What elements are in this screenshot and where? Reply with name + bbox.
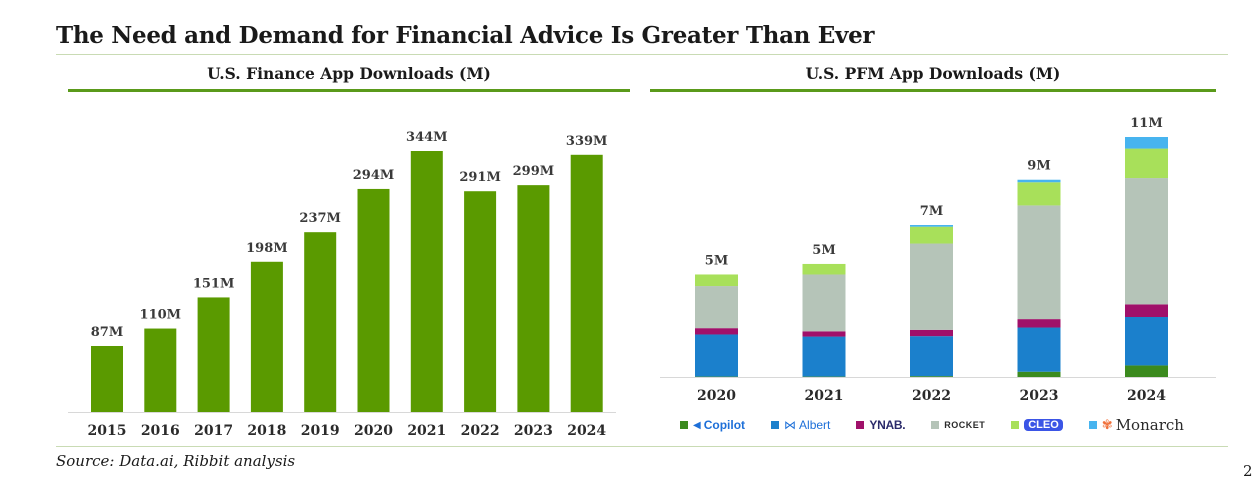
bar-2023 [517,185,550,412]
segment-ynab-2020 [695,328,738,335]
x-tick-2023: 2023 [1020,388,1059,404]
page-title: The Need and Demand for Financial Advice… [56,22,875,49]
total-label-2020: 5M [705,253,728,268]
x-tick-2021: 2021 [407,423,446,439]
data-label-2022: 291M [459,170,501,185]
bar-2017 [197,297,230,412]
x-tick-2016: 2016 [141,423,180,439]
total-label-2023: 9M [1027,159,1050,174]
bar-2015 [91,345,123,412]
albert-bowtie-icon: ⋈ [784,418,797,432]
segment-monarch-2023 [1017,179,1061,183]
segment-copilot-2022 [910,376,953,377]
footer-divider [56,446,1228,447]
legend-label-ynab: YNAB. [869,418,906,432]
segment-ynab-2023 [1017,319,1061,328]
legend-item-copilot: ◀ Copilot [680,418,745,432]
segment-rocket-money-2020 [695,286,738,329]
x-tick-2019: 2019 [301,423,340,439]
x-tick-2024: 2024 [567,423,606,439]
segment-albert-2024 [1125,317,1168,366]
legend-label-rocket: ROCKET [944,420,986,430]
segment-ynab-2021 [802,331,846,337]
x-tick-2018: 2018 [247,423,286,439]
left-title-underline [68,89,630,92]
legend-label-copilot: Copilot [703,418,746,432]
copilot-arrow-icon: ◀ [693,419,701,431]
bar-2016 [144,328,177,412]
data-label-2023: 299M [513,164,555,179]
x-tick-2022: 2022 [912,388,951,404]
bar-2024 [570,154,603,412]
data-label-2024: 339M [566,134,608,149]
segment-ynab-2022 [910,329,953,337]
total-label-2024: 11M [1130,116,1162,131]
x-tick-2020: 2020 [354,423,393,439]
x-tick-2021: 2021 [805,388,844,404]
segment-cleo-2023 [1017,182,1061,206]
legend-item-ynab: YNAB. [856,418,906,432]
data-label-2016: 110M [140,308,182,323]
segment-cleo-2024 [1125,148,1168,179]
legend-swatch-monarch [1088,421,1097,429]
pfm-downloads-chart: 5M 2020 5M 2021 7M 2022 9M 2023 11M 2024 [660,116,1216,404]
segment-rocket-money-2023 [1017,205,1061,320]
segment-ynab-2024 [1125,304,1168,317]
legend-item-monarch: ✾ Monarch [1088,416,1184,434]
legend-swatch-ynab [856,421,865,429]
segment-cleo-2021 [802,263,846,275]
legend-item-albert: ⋈ Albert [771,418,830,432]
bar-2022 [464,191,497,412]
legend-item-cleo: CLEO [1011,419,1063,431]
segment-albert-2023 [1017,327,1061,372]
data-label-2018: 198M [246,241,288,256]
segment-cleo-2020 [695,274,738,287]
x-tick-2022: 2022 [461,423,500,439]
finance-downloads-chart: 87M 2015 110M 2016 151M 2017 198M 2018 237M 2019 2… [68,130,616,439]
legend-label-cleo: CLEO [1024,419,1063,431]
legend-swatch-copilot [680,421,688,429]
x-tick-2020: 2020 [697,388,736,404]
segment-rocket-money-2024 [1125,178,1168,305]
segment-rocket-money-2022 [910,243,953,330]
legend-swatch-rocket [931,421,940,429]
segment-albert-2022 [910,336,953,377]
monarch-butterfly-icon: ✾ [1101,417,1113,432]
data-label-2020: 294M [353,168,395,183]
legend-swatch-cleo [1011,421,1020,429]
left-chart-title: U.S. Finance App Downloads (M) [207,64,491,83]
segment-copilot-2024 [1125,365,1168,377]
title-divider [56,54,1228,55]
pfm-legend: ◀ Copilot ⋈ Albert YNAB. ROCKET CLEO ✾ M… [680,416,1184,434]
right-chart-title: U.S. PFM App Downloads (M) [805,64,1061,83]
legend-item-rocket: ROCKET [931,420,985,430]
legend-label-monarch: Monarch [1115,416,1184,434]
segment-albert-2020 [695,334,738,377]
total-label-2021: 5M [812,243,835,258]
data-label-2021: 344M [406,130,448,145]
segment-monarch-2024 [1125,137,1168,149]
bar-2019 [304,232,337,412]
legend-swatch-albert [771,421,780,429]
data-label-2017: 151M [193,276,235,291]
x-tick-2024: 2024 [1127,388,1166,404]
segment-albert-2021 [802,336,846,377]
source-note: Source: Data.ai, Ribbit analysis [56,452,296,470]
total-label-2022: 7M [920,204,943,219]
legend-label-albert: Albert [799,418,831,432]
data-label-2019: 237M [299,211,341,226]
bar-2018 [250,261,283,412]
page-number: 2 [1243,462,1253,480]
x-tick-2017: 2017 [194,423,233,439]
segment-copilot-2023 [1017,371,1061,377]
segment-cleo-2022 [910,226,953,244]
data-label-2015: 87M [91,325,123,340]
bar-2021 [410,151,443,412]
bar-2020 [357,188,390,412]
x-tick-2015: 2015 [88,423,127,439]
segment-rocket-money-2021 [802,274,846,332]
segment-monarch-2022 [910,225,953,227]
x-tick-2023: 2023 [514,423,553,439]
right-title-underline [650,89,1216,92]
